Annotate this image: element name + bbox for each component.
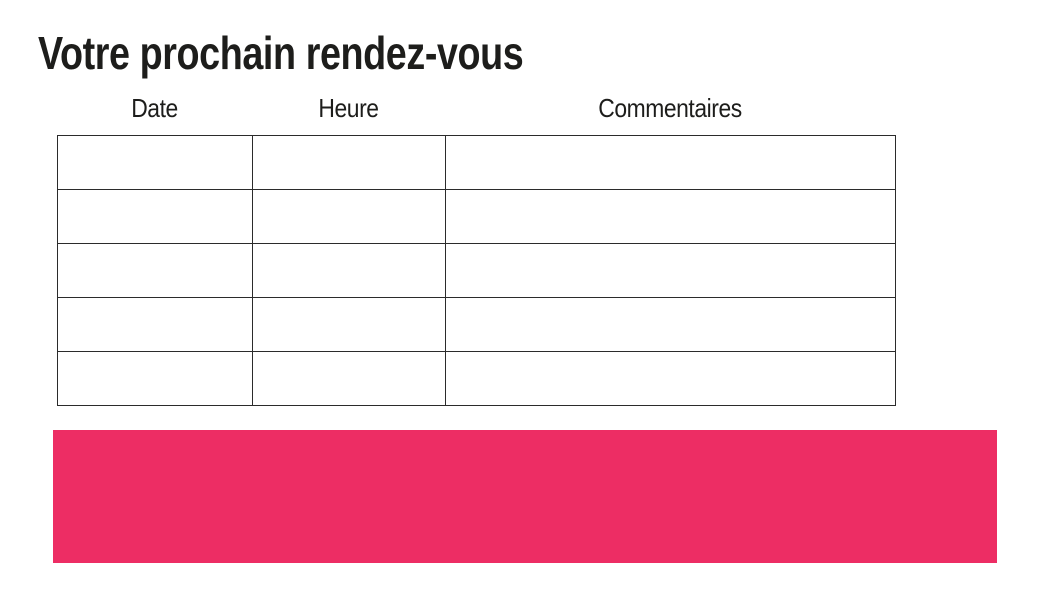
table-row — [57, 189, 896, 244]
table-column-headers: Date Heure Commentaires — [57, 93, 895, 124]
table-cell — [57, 243, 253, 298]
table-cell — [445, 189, 896, 244]
table-cell — [445, 297, 896, 352]
table-cell — [252, 297, 446, 352]
column-header-commentaires: Commentaires — [598, 93, 742, 123]
table-cell — [57, 351, 253, 406]
table-cell — [252, 351, 446, 406]
appointments-table — [57, 135, 896, 406]
table-cell — [445, 243, 896, 298]
table-cell — [57, 297, 253, 352]
column-header-heure: Heure — [318, 93, 379, 123]
column-header-date: Date — [131, 93, 178, 123]
page-title: Votre prochain rendez-vous — [38, 27, 524, 79]
table-cell — [252, 135, 446, 190]
table-row — [57, 135, 896, 190]
table-cell — [252, 189, 446, 244]
table-cell — [445, 135, 896, 190]
table-cell — [252, 243, 446, 298]
table-row — [57, 243, 896, 298]
table-row — [57, 351, 896, 406]
table-cell — [57, 189, 253, 244]
table-row — [57, 297, 896, 352]
table-cell — [57, 135, 253, 190]
pink-banner — [53, 430, 997, 563]
table-cell — [445, 351, 896, 406]
